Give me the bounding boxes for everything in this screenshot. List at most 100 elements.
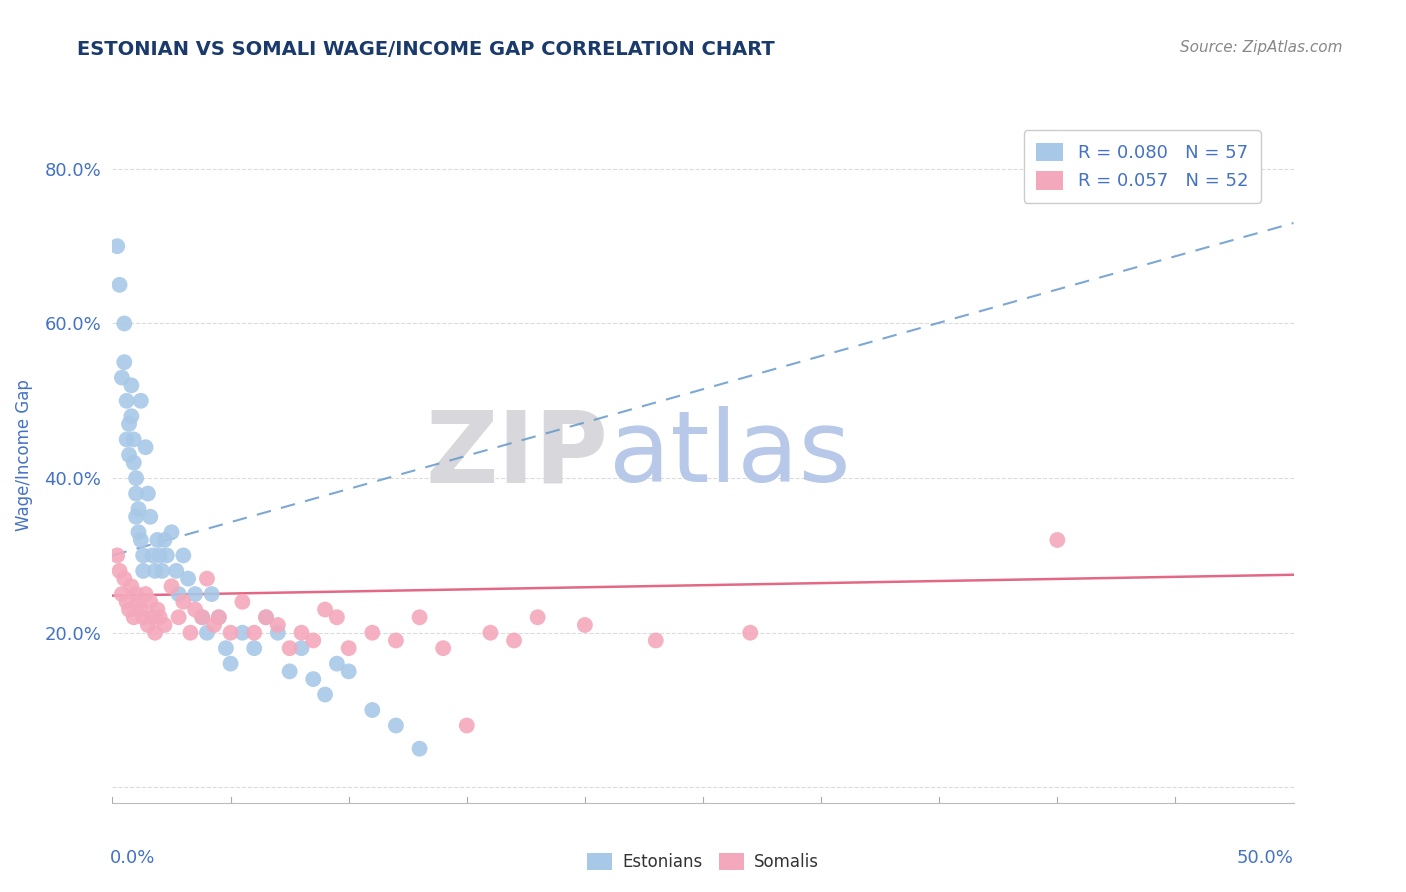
Point [118, 417, 141, 431]
Point [136, 618, 159, 632]
Point [160, 525, 183, 540]
Point [326, 657, 349, 671]
Point [191, 610, 214, 624]
Point [120, 579, 142, 593]
Point [115, 595, 138, 609]
Point [195, 625, 218, 640]
Point [120, 378, 142, 392]
Point [115, 393, 138, 408]
Point [302, 672, 325, 686]
Point [254, 610, 277, 624]
Point [125, 509, 148, 524]
Point [385, 633, 408, 648]
Point [290, 641, 312, 656]
Point [146, 602, 169, 616]
Point [278, 665, 301, 679]
Point [150, 564, 173, 578]
Point [139, 595, 162, 609]
Point [167, 587, 190, 601]
Point [314, 602, 336, 616]
Point [118, 602, 141, 616]
Point [408, 741, 430, 756]
Point [122, 433, 145, 447]
Point [118, 448, 141, 462]
Point [127, 595, 149, 609]
Point [153, 618, 176, 632]
Point [219, 657, 242, 671]
Text: Source: ZipAtlas.com: Source: ZipAtlas.com [1180, 40, 1343, 55]
Point [326, 610, 349, 624]
Point [143, 625, 166, 640]
Point [243, 641, 266, 656]
Text: 0.0%: 0.0% [110, 849, 156, 867]
Point [184, 602, 207, 616]
Point [337, 665, 360, 679]
Point [385, 718, 408, 732]
Point [172, 549, 194, 563]
Point [136, 486, 159, 500]
Point [105, 549, 128, 563]
Point [135, 440, 157, 454]
Point [125, 587, 148, 601]
Point [142, 610, 165, 624]
Point [267, 625, 290, 640]
Point [290, 625, 312, 640]
Text: ESTONIAN VS SOMALI WAGE/INCOME GAP CORRELATION CHART: ESTONIAN VS SOMALI WAGE/INCOME GAP CORRE… [77, 40, 775, 59]
Y-axis label: Wage/Income Gap: Wage/Income Gap [15, 379, 34, 531]
Point [503, 633, 526, 648]
Point [314, 688, 336, 702]
Point [112, 572, 135, 586]
Point [149, 549, 172, 563]
Point [105, 239, 128, 253]
Point [302, 633, 325, 648]
Point [208, 610, 231, 624]
Point [740, 625, 762, 640]
Text: atlas: atlas [609, 407, 851, 503]
Point [167, 610, 190, 624]
Point [574, 618, 596, 632]
Point [526, 610, 548, 624]
Text: ZIP: ZIP [426, 407, 609, 503]
Point [243, 625, 266, 640]
Point [231, 625, 253, 640]
Point [132, 549, 155, 563]
Point [108, 277, 131, 292]
Point [129, 393, 152, 408]
Point [125, 471, 148, 485]
Point [112, 355, 135, 369]
Point [215, 641, 238, 656]
Point [219, 625, 242, 640]
Point [1046, 533, 1069, 547]
Point [115, 433, 138, 447]
Point [195, 572, 218, 586]
Point [479, 625, 502, 640]
Point [644, 633, 666, 648]
Point [112, 317, 135, 331]
Point [127, 502, 149, 516]
Point [129, 602, 152, 616]
Point [201, 587, 224, 601]
Legend: Estonians, Somalis: Estonians, Somalis [581, 847, 825, 878]
Point [267, 618, 290, 632]
Point [111, 370, 134, 384]
Text: 50.0%: 50.0% [1237, 849, 1294, 867]
Point [120, 409, 142, 424]
Point [254, 610, 277, 624]
Point [231, 595, 253, 609]
Point [361, 703, 384, 717]
Point [456, 718, 478, 732]
Point [165, 564, 187, 578]
Point [129, 533, 152, 547]
Point [132, 564, 155, 578]
Point [278, 641, 301, 656]
Point [177, 572, 200, 586]
Point [184, 587, 207, 601]
Point [143, 564, 166, 578]
Point [108, 564, 131, 578]
Point [149, 610, 172, 624]
Point [156, 549, 179, 563]
Point [122, 456, 145, 470]
Point [361, 625, 384, 640]
Point [202, 618, 225, 632]
Point [160, 579, 183, 593]
